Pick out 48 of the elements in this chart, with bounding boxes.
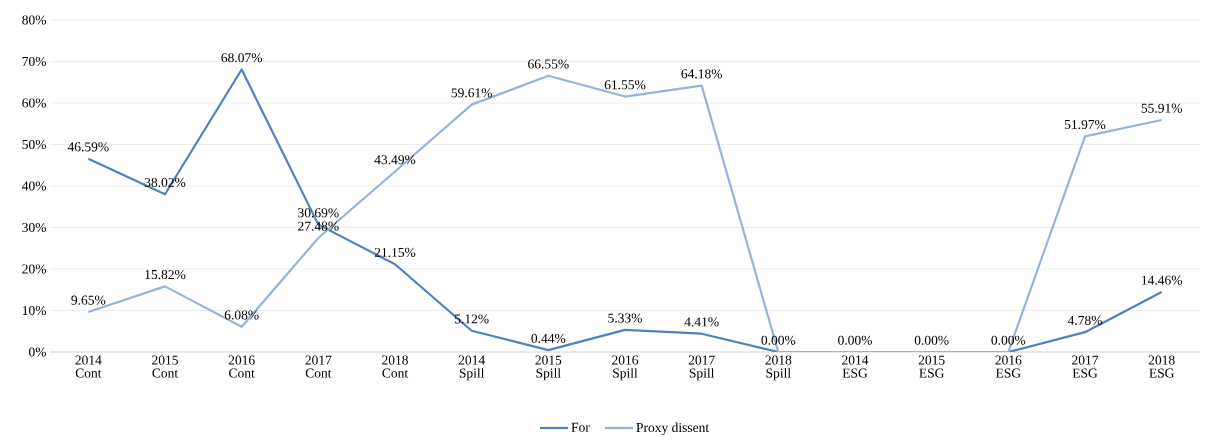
data-label: 68.07% (221, 53, 263, 63)
x-tick-label: 2014 Spill (458, 355, 485, 381)
x-tick-label: 2016 Spill (612, 355, 639, 381)
data-label: 51.97% (1064, 119, 1106, 130)
x-tick-label: 2018 Cont (382, 355, 409, 378)
y-tick-label: 10% (22, 305, 47, 316)
x-tick-label: 2014 Cont (75, 355, 102, 378)
data-label: 4.78% (1067, 315, 1102, 325)
data-label: 6.08% (224, 310, 259, 320)
y-tick-label: 60% (22, 98, 47, 108)
data-label: 0.00% (914, 335, 949, 345)
data-label: 14.46% (1142, 275, 1183, 285)
data-label: 0.00% (991, 335, 1026, 345)
data-label: 66.55% (528, 59, 569, 69)
y-tick-label: 70% (22, 56, 47, 67)
x-tick-label: 2014 ESG (842, 355, 869, 378)
data-label: 0.00% (761, 335, 796, 345)
data-label: 64.18% (681, 69, 723, 79)
x-tick-label: 2015 Spill (535, 355, 562, 381)
x-tick-label: 2015 Cont (152, 355, 179, 378)
data-label: 46.59% (67, 142, 109, 152)
legend-label: For (571, 422, 590, 432)
y-tick-label: 50% (22, 139, 47, 150)
y-tick-label: 80% (22, 15, 47, 25)
data-label: 55.91% (1141, 103, 1183, 113)
y-tick-label: 30% (22, 222, 47, 233)
data-label: 4.41% (684, 317, 719, 327)
data-label: 21.15% (374, 247, 416, 258)
data-label: 0.44% (531, 333, 566, 343)
y-tick-label: 40% (22, 181, 47, 191)
x-tick-label: 2017 Cont (305, 355, 332, 378)
data-label: 15.82% (145, 269, 186, 280)
data-label: 5.33% (608, 313, 642, 323)
data-label: 9.65% (71, 295, 106, 305)
x-tick-label: 2018 ESG (1148, 355, 1175, 378)
data-label: 59.61% (451, 88, 493, 98)
data-label: 61.55% (604, 80, 646, 90)
y-tick-label: 20% (22, 264, 47, 274)
x-tick-label: 2017 ESG (1072, 355, 1099, 378)
y-tick-label: 0% (29, 347, 47, 357)
x-tick-label: 2016 ESG (995, 355, 1022, 378)
x-tick-label: 2015 ESG (918, 355, 945, 378)
legend-label: Proxy dissent (636, 422, 710, 435)
data-label: 43.49% (374, 155, 416, 165)
x-tick-label: 2018 Spill (765, 355, 792, 381)
x-tick-label: 2017 Spill (688, 355, 715, 381)
data-label: 0.00% (838, 335, 872, 345)
x-tick-label: 2016 Cont (228, 355, 255, 378)
